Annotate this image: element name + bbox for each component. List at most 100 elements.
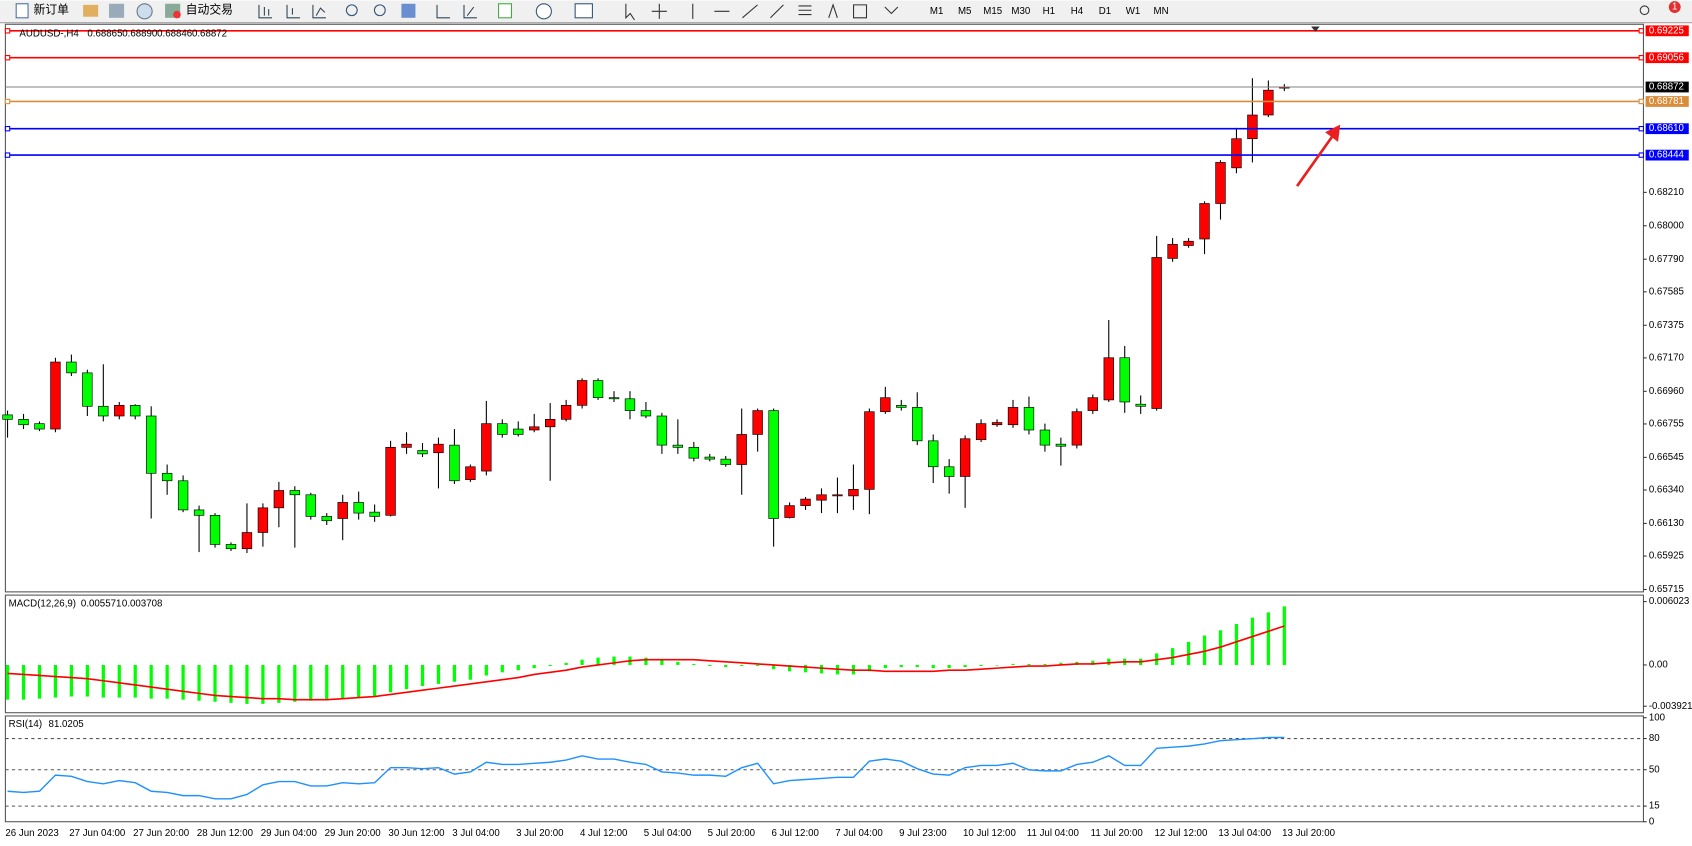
x-tick-label: 29 Jun 20:00 <box>325 828 382 839</box>
macd-bar <box>867 664 871 672</box>
candle-body <box>1071 411 1083 446</box>
candle-body <box>816 494 827 501</box>
timeframe-button[interactable]: D1 <box>1099 6 1111 17</box>
timeframe-button[interactable]: M1 <box>930 6 943 17</box>
macd-bar <box>1250 617 1255 665</box>
candle-body <box>161 472 173 482</box>
zoom-out-icon[interactable] <box>373 4 386 17</box>
tool-icon[interactable] <box>83 4 99 17</box>
x-tick-label: 13 Jul 04:00 <box>1218 828 1271 839</box>
tool-icon[interactable] <box>136 3 153 20</box>
x-tick-label: 12 Jul 12:00 <box>1154 828 1207 839</box>
line-handle[interactable] <box>4 125 11 132</box>
tile-icon[interactable] <box>401 3 416 18</box>
timeframe-bar: M1 M5 M15 M30 H1 H4 D1 W1 MN <box>930 6 1169 17</box>
candle-body <box>943 466 955 477</box>
new-order-button[interactable]: 新订单 <box>33 2 69 16</box>
line-handle[interactable] <box>4 98 11 105</box>
macd-bar <box>947 664 951 669</box>
y-tick-label: 0.67375 <box>1649 320 1684 331</box>
line-handle[interactable] <box>1638 98 1644 105</box>
candle-body <box>401 443 412 448</box>
line-handle[interactable] <box>4 55 11 61</box>
macd-bar <box>532 664 536 669</box>
timeframe-button[interactable]: H4 <box>1071 6 1084 17</box>
macd-bar <box>915 664 919 668</box>
macd-bar <box>756 664 760 667</box>
candle-body <box>257 507 269 533</box>
candle-body <box>353 502 364 514</box>
line-handle[interactable] <box>1638 152 1644 158</box>
candle-body <box>337 502 348 519</box>
x-tick-label: 11 Jul 04:00 <box>1027 828 1080 839</box>
candle-body <box>529 426 540 431</box>
macd-bar <box>85 664 89 697</box>
indicator-name: RSI(14) <box>9 719 42 730</box>
macd-bar <box>404 664 409 690</box>
template-icon[interactable] <box>574 3 593 19</box>
macd-bar <box>1282 606 1286 665</box>
candle-body <box>959 438 971 477</box>
timeframe-button[interactable]: M30 <box>1011 6 1030 17</box>
x-tick-label: 3 Jul 20:00 <box>516 828 564 839</box>
line-handle[interactable] <box>4 28 11 34</box>
macd-bar <box>388 664 393 693</box>
candle-body <box>385 447 396 516</box>
line-handle[interactable] <box>1638 125 1644 132</box>
line-handle[interactable] <box>4 152 11 158</box>
line-handle[interactable] <box>1638 55 1644 61</box>
macd-bar <box>931 664 935 669</box>
ohlc-label: 0.68890 <box>122 29 158 40</box>
candle-body <box>34 423 45 430</box>
macd-bar <box>213 664 217 702</box>
candle-body <box>289 490 301 496</box>
candle-body <box>2 414 13 420</box>
macd-bar <box>436 664 441 684</box>
drawing-tools[interactable] <box>828 3 899 19</box>
timeframe-button[interactable]: M15 <box>983 6 1002 17</box>
search-icon[interactable] <box>1639 5 1650 16</box>
tool-icon[interactable] <box>108 3 125 18</box>
candle-body <box>130 405 141 417</box>
pane <box>4 23 1644 593</box>
candle-body <box>1007 407 1019 426</box>
x-tick-label: 6 Jul 12:00 <box>771 828 819 839</box>
y-tick-label: 0.66545 <box>1649 452 1684 463</box>
candle-body <box>177 480 189 511</box>
candle-body <box>848 489 859 497</box>
chart-type-icons[interactable] <box>258 4 326 19</box>
macd-bar <box>771 664 776 670</box>
timeframe-button[interactable]: H1 <box>1043 6 1055 17</box>
zoom-in-icon[interactable] <box>345 4 358 17</box>
timeframe-button[interactable]: M5 <box>958 6 971 17</box>
scroll-icons[interactable] <box>436 4 477 19</box>
drawing-tools[interactable] <box>625 3 812 21</box>
macd-signal <box>7 625 1285 701</box>
notification-count: 1 <box>1672 2 1677 13</box>
macd-bar <box>373 664 377 697</box>
line-handle[interactable] <box>1638 28 1644 34</box>
toolbar-bg <box>0 0 1692 23</box>
y-tick-label: 0.65715 <box>1649 584 1684 595</box>
indicator-icon[interactable] <box>497 3 513 19</box>
timeframe-button[interactable]: W1 <box>1126 6 1141 17</box>
new-order-icon[interactable] <box>15 3 29 19</box>
macd-bar <box>37 664 42 699</box>
macd-bar <box>261 664 265 704</box>
candle-body <box>975 423 987 441</box>
ohlc-label: 0.68846 <box>157 29 192 40</box>
candle-body <box>449 444 460 482</box>
y-tick-label: 50 <box>1649 764 1660 775</box>
auto-trading-button[interactable]: 自动交易 <box>186 2 233 16</box>
rsi-line <box>7 736 1285 800</box>
notification-badge[interactable] <box>1668 1 1681 13</box>
period-icon[interactable] <box>535 3 552 20</box>
candle-body <box>1023 407 1035 431</box>
candle-body <box>1199 203 1210 240</box>
indicator-value: 0.003708 <box>122 598 162 609</box>
candle-body <box>1231 138 1242 169</box>
timeframe-button[interactable]: MN <box>1154 6 1169 17</box>
candle-body <box>1151 257 1162 409</box>
x-tick-label: 5 Jul 04:00 <box>644 828 692 839</box>
